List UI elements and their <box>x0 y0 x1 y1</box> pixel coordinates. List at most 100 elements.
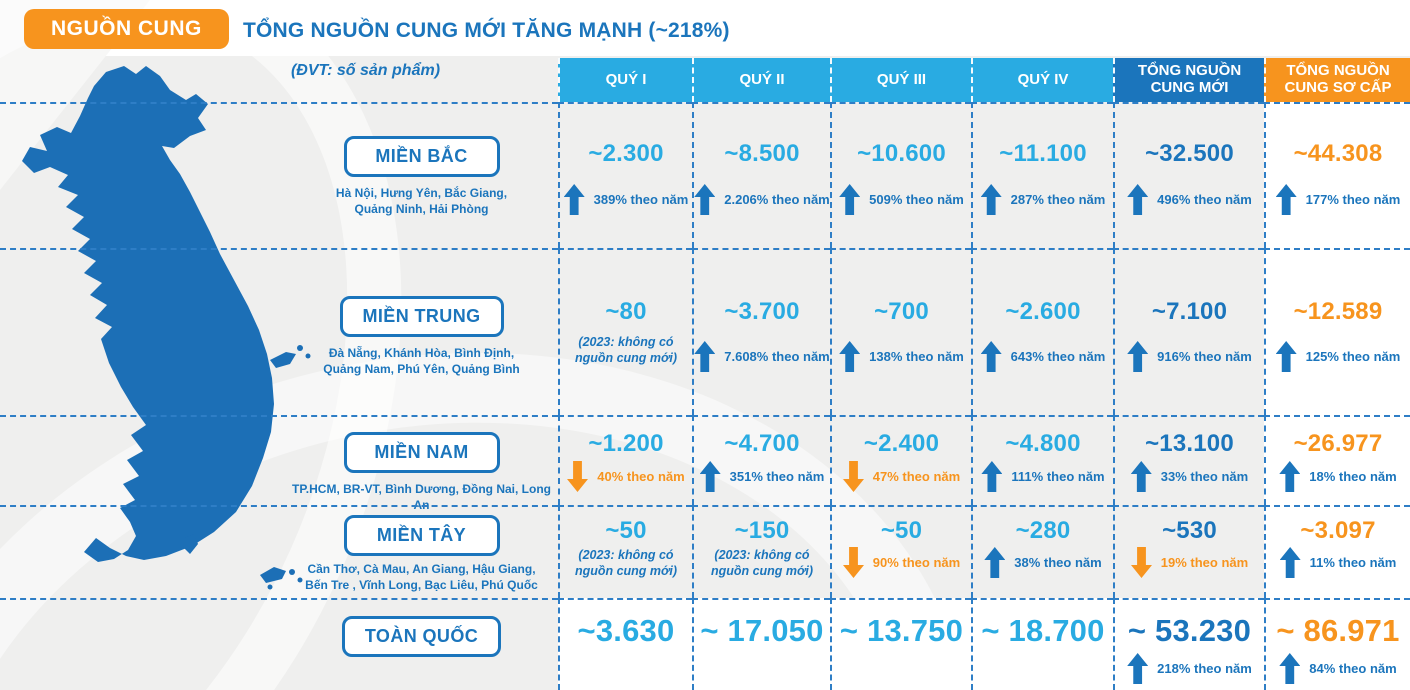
cell-toan-quoc-quy-1: ~3.630 <box>558 598 692 690</box>
yoy-percent: 138% theo năm <box>869 349 964 364</box>
yoy-trend: 351% theo năm <box>699 461 825 492</box>
down-arrow-icon <box>843 461 864 492</box>
value: ~80 <box>605 298 647 325</box>
province-list-mien-trung: Đà Nẵng, Khánh Hòa, Bình Định, Quảng Nam,… <box>323 346 520 376</box>
yoy-percent: 47% theo năm <box>872 469 961 484</box>
cell-mien-tay-tong-nguon-cung-moi: ~530 19% theo năm <box>1113 505 1264 598</box>
yoy-percent: 218% theo năm <box>1157 661 1252 676</box>
value: ~3.097 <box>1300 517 1376 544</box>
down-arrow-icon <box>567 461 588 492</box>
value: ~12.589 <box>1293 298 1383 325</box>
yoy-trend: 177% theo năm <box>1275 184 1400 215</box>
yoy-trend: 287% theo năm <box>980 184 1106 215</box>
section-badge: NGUỒN CUNG <box>24 9 229 49</box>
yoy-trend: 111% theo năm <box>981 461 1105 492</box>
value: ~4.700 <box>724 430 800 457</box>
yoy-percent: 389% theo năm <box>593 192 689 207</box>
cell-mien-bac-quy-1: ~2.300 389% theo năm <box>558 102 692 248</box>
yoy-trend: 40% theo năm <box>567 461 685 492</box>
down-arrow-icon <box>843 547 864 578</box>
up-arrow-icon <box>1279 461 1301 492</box>
value: ~44.308 <box>1293 140 1383 167</box>
yoy-percent: 125% theo năm <box>1305 349 1401 364</box>
up-arrow-icon <box>1130 461 1152 492</box>
cell-toan-quoc-quy-4: ~ 18.700 <box>971 598 1113 690</box>
value: ~2.400 <box>863 430 940 457</box>
cell-mien-nam-quy-3: ~2.400 47% theo năm <box>830 415 971 505</box>
region-label-mien-nam: MIỀN NAM <box>343 432 500 473</box>
value: ~7.100 <box>1151 298 1228 325</box>
value: ~3.630 <box>577 613 675 648</box>
value: ~530 <box>1162 517 1217 544</box>
up-arrow-icon <box>694 184 716 215</box>
yoy-percent: 40% theo năm <box>597 469 685 484</box>
province-list-mien-nam: TP.HCM, BR-VT, Bình Dương, Đồng Nai, Lon… <box>292 482 551 512</box>
up-arrow-icon <box>694 341 716 372</box>
yoy-trend: 509% theo năm <box>839 184 964 215</box>
yoy-percent: 287% theo năm <box>1010 192 1106 207</box>
data-table: MIỀN BẮC Hà Nội, Hưng Yên, Bắc Giang, Quản… <box>0 102 1410 690</box>
column-header-quy-4: QUÝ IV <box>971 58 1113 102</box>
value: ~ 13.750 <box>839 613 964 648</box>
no-supply-note: (2023: không có nguồn cung mới) <box>710 548 814 579</box>
value: ~10.600 <box>857 140 946 167</box>
yoy-percent: 509% theo năm <box>869 192 964 207</box>
cell-mien-trung-quy-1: ~80 (2023: không có nguồn cung mới) <box>558 248 692 415</box>
value: ~150 <box>734 517 790 544</box>
yoy-percent: 351% theo năm <box>729 469 825 484</box>
up-arrow-icon <box>1279 547 1301 578</box>
cell-mien-trung-quy-3: ~700 138% theo năm <box>830 248 971 415</box>
up-arrow-icon <box>1127 653 1149 684</box>
yoy-percent: 7.608% theo năm <box>724 349 830 364</box>
cell-mien-bac-tong-nguon-cung-moi: ~32.500 496% theo năm <box>1113 102 1264 248</box>
up-arrow-icon <box>1275 184 1297 215</box>
cell-toan-quoc-quy-2: ~ 17.050 <box>692 598 830 690</box>
value: ~ 17.050 <box>700 613 824 648</box>
region-label-mien-bac: MIỀN BẮC <box>343 136 500 177</box>
no-supply-note: (2023: không có nguồn cung mới) <box>574 335 678 366</box>
yoy-trend: 138% theo năm <box>839 341 964 372</box>
cell-mien-trung-quy-4: ~2.600 643% theo năm <box>971 248 1113 415</box>
column-headers: QUÝ I QUÝ II QUÝ III QUÝ IV TỔNG NGUỒN CUNG … <box>558 58 1410 102</box>
up-arrow-icon <box>1279 653 1301 684</box>
cell-mien-trung-tong-nguon-cung-so-cap: ~12.589 125% theo năm <box>1264 248 1410 415</box>
column-header-quy-2: QUÝ II <box>692 58 830 102</box>
yoy-trend: 19% theo năm <box>1131 547 1248 578</box>
yoy-trend: 38% theo năm <box>984 547 1102 578</box>
cell-mien-tay-tong-nguon-cung-so-cap: ~3.097 11% theo năm <box>1264 505 1410 598</box>
top-white-band <box>0 0 1410 56</box>
yoy-trend: 218% theo năm <box>1127 653 1252 684</box>
yoy-percent: 19% theo năm <box>1160 555 1249 570</box>
region-cell-mien-bac: MIỀN BẮC Hà Nội, Hưng Yên, Bắc Giang, Quản… <box>0 102 558 248</box>
yoy-trend: 33% theo năm <box>1130 461 1249 492</box>
vietnam-map <box>22 66 311 590</box>
yoy-percent: 643% theo năm <box>1010 349 1106 364</box>
region-label-toan-quoc: TOÀN QUỐC <box>341 616 502 657</box>
yoy-percent: 916% theo năm <box>1157 349 1252 364</box>
value: ~26.977 <box>1293 430 1383 457</box>
up-arrow-icon <box>699 461 721 492</box>
value: ~50 <box>605 517 647 544</box>
yoy-trend: 18% theo năm <box>1279 461 1397 492</box>
region-cell-toan-quoc: TOÀN QUỐC <box>0 598 558 690</box>
yoy-percent: 38% theo năm <box>1014 555 1102 570</box>
yoy-trend: 7.608% theo năm <box>694 341 830 372</box>
up-arrow-icon <box>980 184 1002 215</box>
column-header-quy-3: QUÝ III <box>830 58 971 102</box>
cell-mien-nam-quy-4: ~4.800 111% theo năm <box>971 415 1113 505</box>
up-arrow-icon <box>563 184 585 215</box>
value: ~280 <box>1015 517 1071 544</box>
yoy-percent: 84% theo năm <box>1309 661 1397 676</box>
yoy-trend: 84% theo năm <box>1279 653 1397 684</box>
column-header-tong-nguon-cung-moi: TỔNG NGUỒN CUNG MỚI <box>1113 58 1264 102</box>
cell-toan-quoc-tong-nguon-cung-moi: ~ 53.230 218% theo năm <box>1113 598 1264 690</box>
cell-mien-nam-tong-nguon-cung-moi: ~13.100 33% theo năm <box>1113 415 1264 505</box>
value: ~ 18.700 <box>981 613 1105 648</box>
yoy-percent: 33% theo năm <box>1160 469 1249 484</box>
region-cell-mien-nam: MIỀN NAM TP.HCM, BR-VT, Bình Dương, Đồng … <box>0 415 558 512</box>
value: ~1.200 <box>588 430 664 457</box>
yoy-trend: 125% theo năm <box>1275 341 1401 372</box>
value: ~700 <box>874 298 929 325</box>
region-label-mien-trung: MIỀN TRUNG <box>339 296 504 337</box>
